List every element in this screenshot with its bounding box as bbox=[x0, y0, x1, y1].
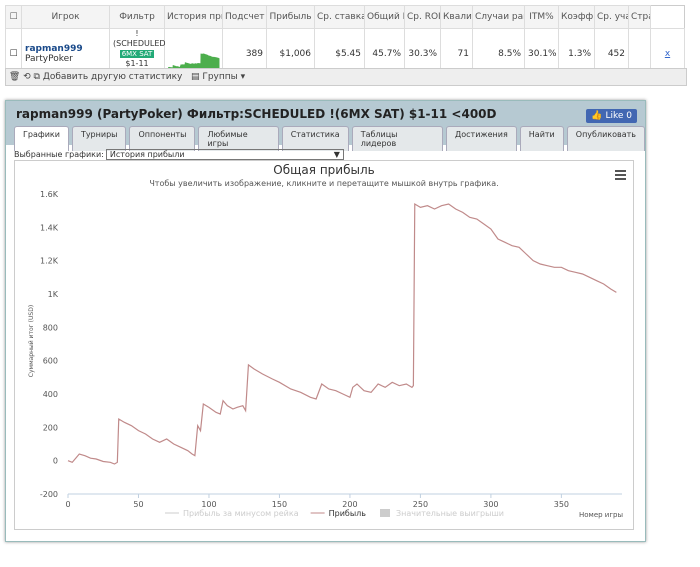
header: Страна bbox=[628, 5, 651, 29]
tab[interactable]: Таблицы лидеров bbox=[351, 126, 443, 151]
like-text: Like bbox=[605, 111, 624, 121]
x-tick-label: 250 bbox=[413, 500, 428, 509]
panel-title: rapman999 (PartyPoker) Фильтр:SCHEDULED … bbox=[16, 107, 497, 121]
y-tick-label: 400 bbox=[43, 390, 58, 399]
header: Квалиф. bbox=[440, 5, 473, 29]
select-label: Выбранные графики: bbox=[14, 150, 104, 159]
y-tick-label: 1.6K bbox=[40, 190, 59, 199]
filter: !(SCHEDULED bbox=[113, 29, 166, 48]
graph-select: Выбранные графики: История прибыли ▼ bbox=[14, 149, 344, 160]
chart-subtitle: Чтобы увеличить изображение, кликните и … bbox=[149, 179, 498, 188]
chart-title: Общая прибыль bbox=[273, 163, 374, 177]
y-axis-label: Суммарный итог (USD) bbox=[28, 305, 35, 377]
tab[interactable]: Статистика bbox=[281, 126, 349, 151]
x-tick-label: 150 bbox=[272, 500, 287, 509]
x-tick-label: 0 bbox=[65, 500, 70, 509]
header: Коэффициент bbox=[558, 5, 595, 29]
menu-icon[interactable] bbox=[615, 170, 626, 180]
add-stat-button[interactable]: Добавить другую статистику bbox=[42, 72, 183, 82]
y-tick-label: 600 bbox=[43, 357, 58, 366]
header: Общий ROI bbox=[364, 5, 405, 29]
like-button[interactable]: 👍 Like 0 bbox=[586, 109, 637, 123]
legend-label[interactable]: Прибыль за минусом рейка bbox=[183, 509, 299, 518]
y-tick-label: 0 bbox=[53, 457, 58, 466]
checkbox[interactable]: ☐ bbox=[5, 5, 22, 29]
x-axis-label: Номер игры bbox=[579, 511, 623, 519]
y-tick-label: 1.4K bbox=[40, 223, 59, 232]
toolbar: 🗑 ⟲ ⧉ Добавить другую статистику ▤ Групп… bbox=[5, 68, 687, 86]
header: Игрок bbox=[21, 5, 110, 29]
legend-label[interactable]: Прибыль bbox=[329, 509, 367, 518]
legend-label[interactable]: Значительные выигрыши bbox=[396, 509, 504, 518]
stats-panel: rapman999 (PartyPoker) Фильтр:SCHEDULED … bbox=[5, 100, 646, 542]
x-tick-label: 200 bbox=[342, 500, 357, 509]
header: Ср. участники bbox=[594, 5, 629, 29]
tab[interactable]: Оппоненты bbox=[129, 126, 196, 151]
tab[interactable]: Опубликовать bbox=[566, 126, 645, 151]
tab[interactable]: Турниры bbox=[71, 126, 127, 151]
tab[interactable]: Графики bbox=[14, 126, 69, 151]
select-value: История прибыли bbox=[109, 150, 185, 159]
header: ITM% bbox=[524, 5, 559, 29]
panel-header: rapman999 (PartyPoker) Фильтр:SCHEDULED … bbox=[6, 101, 645, 151]
line bbox=[67, 202, 617, 465]
player-link[interactable]: rapman999 bbox=[25, 44, 83, 54]
header: Случаи ранних bbox=[472, 5, 525, 29]
header: Подсчет bbox=[222, 5, 267, 29]
select-box[interactable]: История прибыли ▼ bbox=[105, 149, 344, 160]
x-tick-label: 100 bbox=[201, 500, 216, 509]
y-tick-label: 1.2K bbox=[40, 257, 59, 266]
x-tick-label: 50 bbox=[133, 500, 143, 509]
tab[interactable]: Достижения bbox=[446, 126, 517, 151]
sparkline bbox=[168, 53, 220, 69]
legend-swatch bbox=[380, 509, 390, 517]
tabs: Графики Турниры Оппоненты Любимые игры Стати… bbox=[14, 126, 645, 151]
y-tick-label: 1K bbox=[48, 290, 59, 299]
tab[interactable]: Любимые игры bbox=[198, 126, 279, 151]
x-tick-label: 350 bbox=[554, 500, 569, 509]
y-tick-label: -200 bbox=[40, 490, 58, 499]
sparkline-area bbox=[168, 53, 220, 69]
x-tick-label: 300 bbox=[483, 500, 498, 509]
like-count: 0 bbox=[626, 111, 632, 121]
network: PartyPoker bbox=[25, 54, 73, 64]
filter-badge: 6MX SAT bbox=[119, 50, 155, 58]
header: Прибыль bbox=[266, 5, 315, 29]
groups-button[interactable]: Группы bbox=[202, 72, 238, 82]
header: Ср. ставка bbox=[314, 5, 365, 29]
y-tick-label: 200 bbox=[43, 423, 58, 432]
chart: Общая прибыль Чтобы увеличить изображени… bbox=[14, 160, 634, 530]
header: Ср. ROI bbox=[404, 5, 441, 29]
y-tick-label: 800 bbox=[43, 323, 58, 332]
tab[interactable]: Найти bbox=[519, 126, 564, 151]
header: История прибыли bbox=[164, 5, 223, 29]
header: Фильтр bbox=[109, 5, 165, 29]
